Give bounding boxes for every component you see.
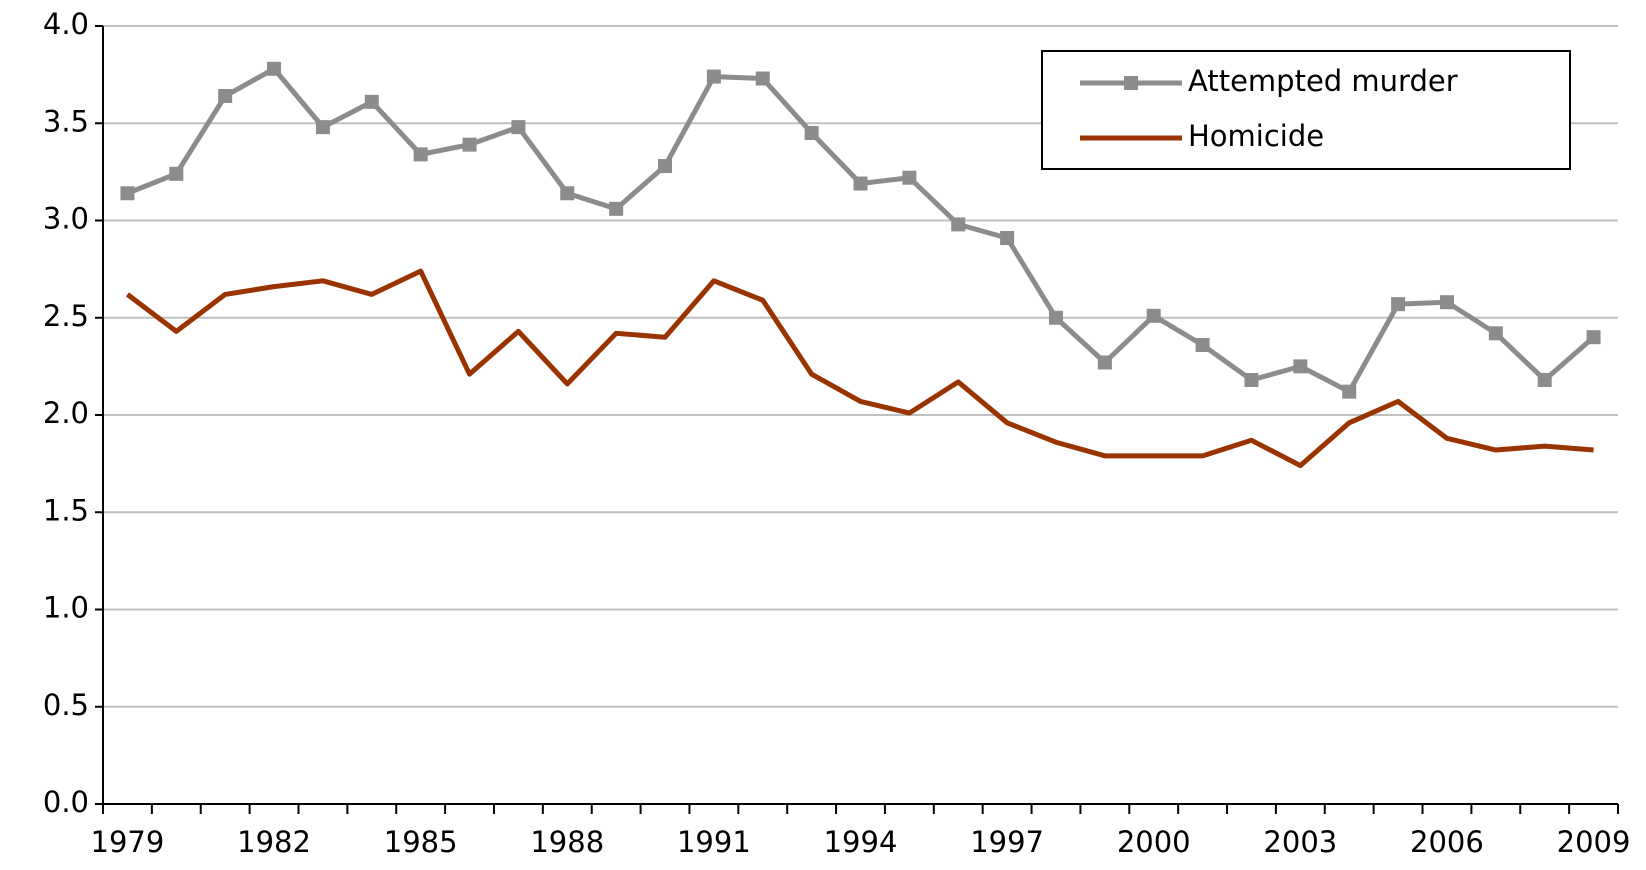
x-tick-label: 2000 <box>1117 825 1191 859</box>
data-point <box>364 94 379 109</box>
data-point <box>804 125 819 140</box>
series-line <box>125 268 1594 469</box>
data-point <box>1537 372 1552 387</box>
data-point <box>120 186 135 201</box>
y-tick-label: 0.0 <box>43 785 89 819</box>
data-point <box>511 120 526 135</box>
x-tick-label: 2009 <box>1557 825 1631 859</box>
x-tick-label: 1991 <box>677 825 751 859</box>
data-point <box>560 186 575 201</box>
legend-marker <box>1124 76 1138 90</box>
data-point <box>1342 384 1357 399</box>
data-point <box>1146 308 1161 323</box>
legend-box <box>1041 50 1571 170</box>
data-point <box>1097 355 1112 370</box>
data-point <box>658 159 673 174</box>
data-point <box>1391 297 1406 312</box>
data-point <box>218 89 233 104</box>
data-point <box>1488 326 1503 341</box>
data-point <box>951 217 966 232</box>
data-point <box>1293 359 1308 374</box>
x-tick-label: 1979 <box>91 825 165 859</box>
data-point <box>1000 231 1015 246</box>
data-point <box>853 176 868 191</box>
data-point <box>706 69 721 84</box>
data-point <box>1586 330 1601 345</box>
x-tick-label: 1982 <box>237 825 311 859</box>
y-tick-label: 2.0 <box>43 396 89 430</box>
data-point <box>169 166 184 181</box>
x-tick-label: 1997 <box>970 825 1044 859</box>
data-point <box>902 170 917 185</box>
data-point <box>755 71 770 86</box>
x-tick-label: 2003 <box>1263 825 1337 859</box>
data-point <box>462 137 477 152</box>
x-tick-label: 1988 <box>530 825 604 859</box>
y-tick-label: 1.0 <box>43 591 89 625</box>
data-point <box>1244 372 1259 387</box>
data-point <box>1048 310 1063 325</box>
x-tick-label: 1994 <box>824 825 898 859</box>
y-tick-label: 0.5 <box>43 688 89 722</box>
data-point <box>1439 295 1454 310</box>
y-tick-label: 4.0 <box>43 7 89 41</box>
data-point <box>413 147 428 162</box>
x-tick-label: 2006 <box>1410 825 1484 859</box>
x-tick-label: 1985 <box>384 825 458 859</box>
data-point <box>267 61 282 76</box>
data-point <box>1195 337 1210 352</box>
legend-label: Attempted murder <box>1188 64 1458 98</box>
y-tick-label: 3.0 <box>43 202 89 236</box>
y-tick-label: 3.5 <box>43 104 89 138</box>
data-point <box>315 120 330 135</box>
legend-label: Homicide <box>1188 119 1324 153</box>
data-point <box>609 201 624 216</box>
y-tick-label: 1.5 <box>43 493 89 527</box>
y-tick-label: 2.5 <box>43 299 89 333</box>
